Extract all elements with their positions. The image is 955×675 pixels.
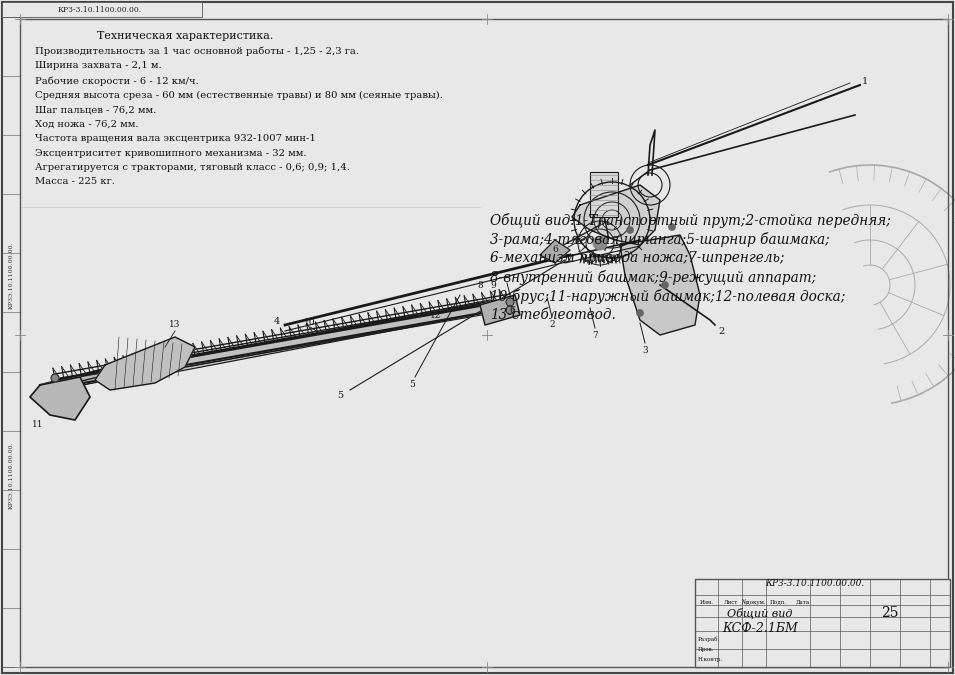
Text: 5: 5	[409, 380, 414, 389]
Text: Масса - 225 кг.: Масса - 225 кг.	[35, 178, 115, 186]
Bar	[590, 172, 618, 217]
Polygon shape	[480, 295, 520, 325]
Text: Эксцентриситет кривошипного механизма - 32 мм.: Эксцентриситет кривошипного механизма - …	[35, 148, 307, 157]
Text: 3-рама;4-тяговая штанга;5-шарнир башмака;: 3-рама;4-тяговая штанга;5-шарнир башмака…	[490, 232, 830, 247]
Text: Ширина захвата - 2,1 м.: Ширина захвата - 2,1 м.	[35, 61, 161, 70]
Text: Частота вращения вала эксцентрика 932-1007 мин-1: Частота вращения вала эксцентрика 932-10…	[35, 134, 316, 143]
Circle shape	[636, 310, 644, 317]
Text: 11: 11	[32, 420, 44, 429]
Circle shape	[51, 374, 59, 382]
Text: 4: 4	[274, 317, 280, 327]
Polygon shape	[150, 300, 510, 373]
Text: 8: 8	[478, 281, 483, 290]
Bar	[695, 579, 950, 667]
Text: КРЗЭ.10.1100.00.00.: КРЗЭ.10.1100.00.00.	[9, 241, 13, 309]
Text: №докум.: №докум.	[742, 599, 767, 605]
Text: 13: 13	[169, 320, 180, 329]
Text: 6-механизм привода ножа;7-шпренгель;: 6-механизм привода ножа;7-шпренгель;	[490, 251, 784, 265]
Text: Агрегатируется с тракторами, тяговый класс - 0,6; 0,9; 1,4.: Агрегатируется с тракторами, тяговый кла…	[35, 163, 350, 172]
Text: 2: 2	[549, 320, 555, 329]
Text: Техническая характеристика.: Техническая характеристика.	[96, 31, 273, 41]
Polygon shape	[55, 300, 510, 388]
Text: 7: 7	[592, 331, 598, 340]
Text: 5: 5	[337, 391, 343, 400]
Circle shape	[506, 298, 514, 306]
Text: КРЗЭ.10.1100.00.00.: КРЗЭ.10.1100.00.00.	[9, 441, 13, 509]
Text: 10-брус;11-наружный башмак;12-полевая доска;: 10-брус;11-наружный башмак;12-полевая до…	[490, 289, 845, 304]
Text: 13-стеблеотвод.: 13-стеблеотвод.	[490, 308, 616, 322]
Text: 2: 2	[718, 327, 724, 336]
Polygon shape	[95, 337, 195, 390]
Text: 3: 3	[642, 346, 647, 355]
Text: 25: 25	[881, 606, 899, 620]
Text: 10: 10	[305, 318, 316, 327]
Text: 8-внутренний башмак;9-режущий аппарат;: 8-внутренний башмак;9-режущий аппарат;	[490, 270, 817, 285]
Text: КСФ-2.1БМ: КСФ-2.1БМ	[722, 622, 797, 634]
Text: Дата: Дата	[796, 599, 810, 605]
Text: Производительность за 1 час основной работы - 1,25 - 2,3 га.: Производительность за 1 час основной раб…	[35, 47, 359, 57]
Circle shape	[506, 306, 514, 314]
Polygon shape	[572, 185, 660, 245]
Text: Лист: Лист	[723, 599, 737, 605]
Text: Шаг пальцев - 76,2 мм.: Шаг пальцев - 76,2 мм.	[35, 105, 157, 114]
Polygon shape	[540, 240, 570, 263]
Text: Средняя высота среза - 60 мм (естественные травы) и 80 мм (сеяные травы).: Средняя высота среза - 60 мм (естественн…	[35, 90, 443, 100]
Text: Подп.: Подп.	[770, 599, 787, 605]
Text: 12: 12	[430, 310, 441, 319]
Text: Н.контр.: Н.контр.	[698, 657, 723, 662]
Circle shape	[662, 281, 668, 288]
Text: КРЗ-3.10.1100.00.00.: КРЗ-3.10.1100.00.00.	[58, 6, 142, 14]
Text: Общий вид:1-Транспортный прут;2-стойка передняя;: Общий вид:1-Транспортный прут;2-стойка п…	[490, 213, 891, 228]
Text: Пров.: Пров.	[698, 647, 714, 651]
Text: КРЗ-3.10.1100.00.00.: КРЗ-3.10.1100.00.00.	[765, 580, 864, 589]
Bar	[2, 17, 20, 667]
Bar	[2, 2, 202, 17]
Circle shape	[668, 223, 675, 230]
Polygon shape	[620, 235, 700, 335]
Circle shape	[626, 227, 633, 234]
Text: Рабочие скорости - 6 - 12 км/ч.: Рабочие скорости - 6 - 12 км/ч.	[35, 76, 199, 86]
Text: Общий вид: Общий вид	[728, 608, 793, 618]
Text: 6: 6	[552, 246, 558, 254]
Text: 6: 6	[509, 306, 515, 315]
Circle shape	[593, 236, 607, 250]
Text: 9: 9	[490, 281, 496, 290]
Text: Разраб.: Разраб.	[698, 637, 720, 642]
Text: Изм.: Изм.	[699, 599, 713, 605]
Text: Ход ножа - 76,2 мм.: Ход ножа - 76,2 мм.	[35, 119, 138, 128]
Text: 1: 1	[862, 76, 868, 86]
Polygon shape	[30, 377, 90, 420]
